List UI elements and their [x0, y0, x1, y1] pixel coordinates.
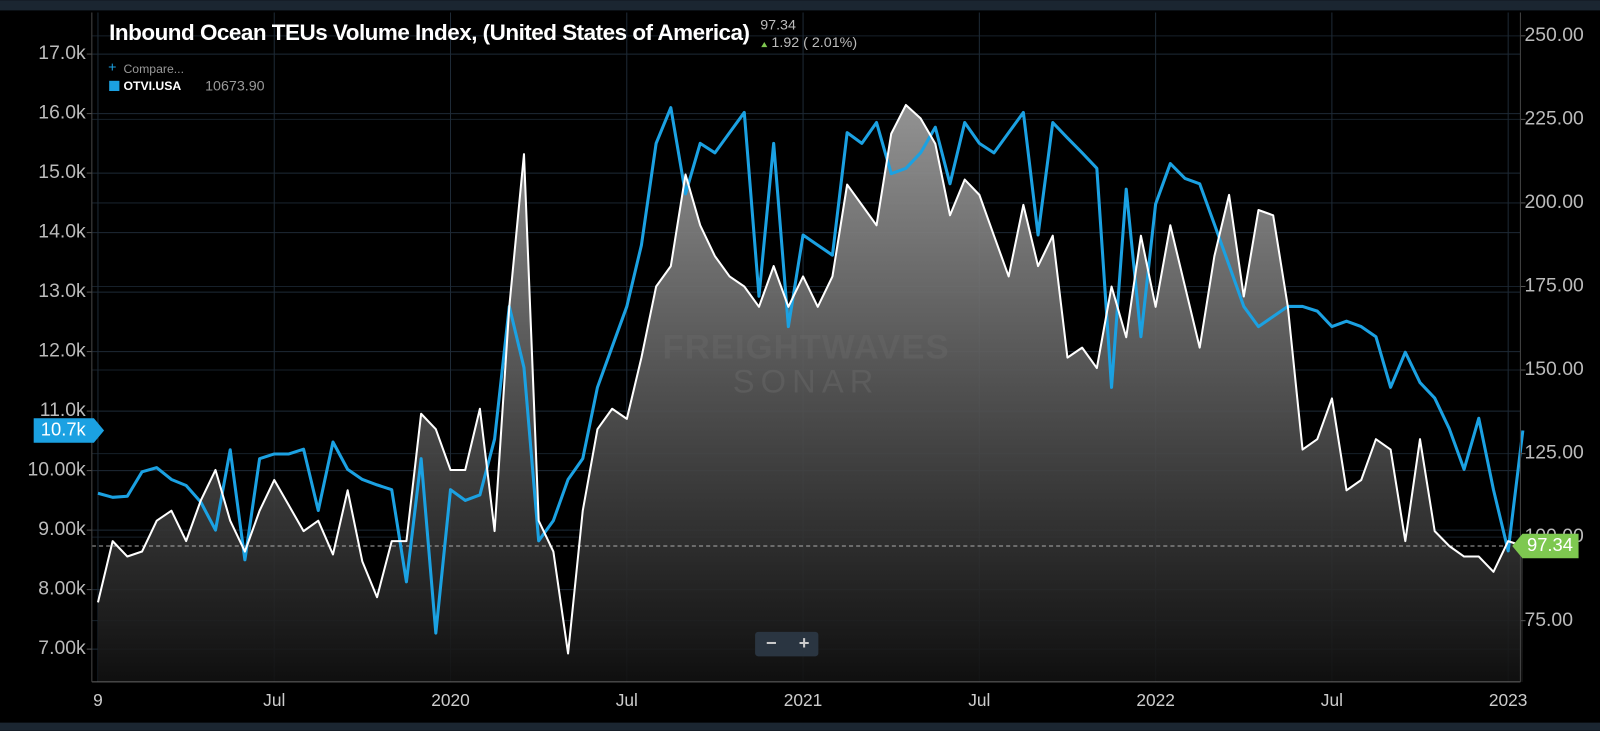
x-tick-label: 9 [93, 690, 103, 710]
y2-tick-label: 250.00 [1524, 24, 1583, 46]
y-tick-label: 8.00k [38, 578, 86, 600]
y-tick-label: 10.00k [28, 459, 86, 481]
zoom-bar [755, 631, 819, 657]
y-tick-label: 9.00k [38, 518, 86, 540]
last-value-label: 10.7k [41, 418, 87, 439]
x-tick-label: Jul [968, 690, 990, 710]
bottom-bar [0, 722, 1600, 731]
line [97, 106, 1525, 635]
y-tick-label: 13.0k [38, 280, 86, 302]
y-tick-label: 7.00k [38, 637, 86, 659]
legend-value: 10673.90 [205, 79, 265, 95]
y-tick-label: 15.0k [38, 161, 86, 183]
chart-title: Inbound Ocean TEUs Volume Index, (United… [109, 20, 750, 45]
last-value-badge [1512, 533, 1579, 559]
zoom-in[interactable]: + [799, 632, 810, 653]
zoom-out[interactable]: − [766, 632, 777, 653]
header-value: 97.34 [760, 17, 796, 33]
x-tick-label: 2020 [431, 690, 470, 710]
marks [91, 103, 1525, 682]
x-tick-label: 2023 [1489, 690, 1528, 710]
y2-tick-label: 75.00 [1524, 609, 1573, 631]
header-change: 1.92 ( 2.01%) [771, 35, 857, 51]
up-arrow [761, 42, 768, 48]
y-tick-label: 14.0k [38, 221, 86, 243]
y2-tick-label: 125.00 [1524, 442, 1583, 464]
top-bar [0, 0, 1600, 11]
compare-plus[interactable]: + [108, 59, 116, 75]
legend-swatch [109, 80, 120, 92]
compare-button[interactable]: Compare... [123, 62, 184, 76]
x-tick-label: Jul [1321, 690, 1343, 710]
y-tick-label: 16.0k [38, 102, 86, 124]
watermark: SONAR [733, 362, 880, 399]
x-tick-label: Jul [263, 690, 285, 710]
x-tick-label: 2021 [784, 690, 823, 710]
y2-tick-label: 150.00 [1524, 358, 1583, 380]
legend-label: OTVI.USA [123, 79, 181, 93]
y-tick-label: 12.0k [38, 340, 86, 362]
watermark: FREIGHTWAVES [663, 328, 950, 366]
y-tick-label: 17.0k [38, 42, 86, 64]
line [96, 103, 1524, 655]
y2-tick-label: 225.00 [1524, 108, 1583, 130]
y2-tick-label: 200.00 [1524, 191, 1583, 213]
last-value-badge [33, 418, 105, 443]
x-tick-label: 2022 [1136, 690, 1175, 710]
axes: 7.00k 8.00k 9.00k 10.00k 11.0k 12.0k 13.0k 14.0… [28, 12, 1584, 710]
y-tick-label: 11.0k [40, 399, 86, 421]
x-tick-label: Jul [616, 690, 638, 710]
last-value-label: 97.34 [1527, 534, 1573, 555]
y2-tick-label: 175.00 [1524, 275, 1583, 297]
